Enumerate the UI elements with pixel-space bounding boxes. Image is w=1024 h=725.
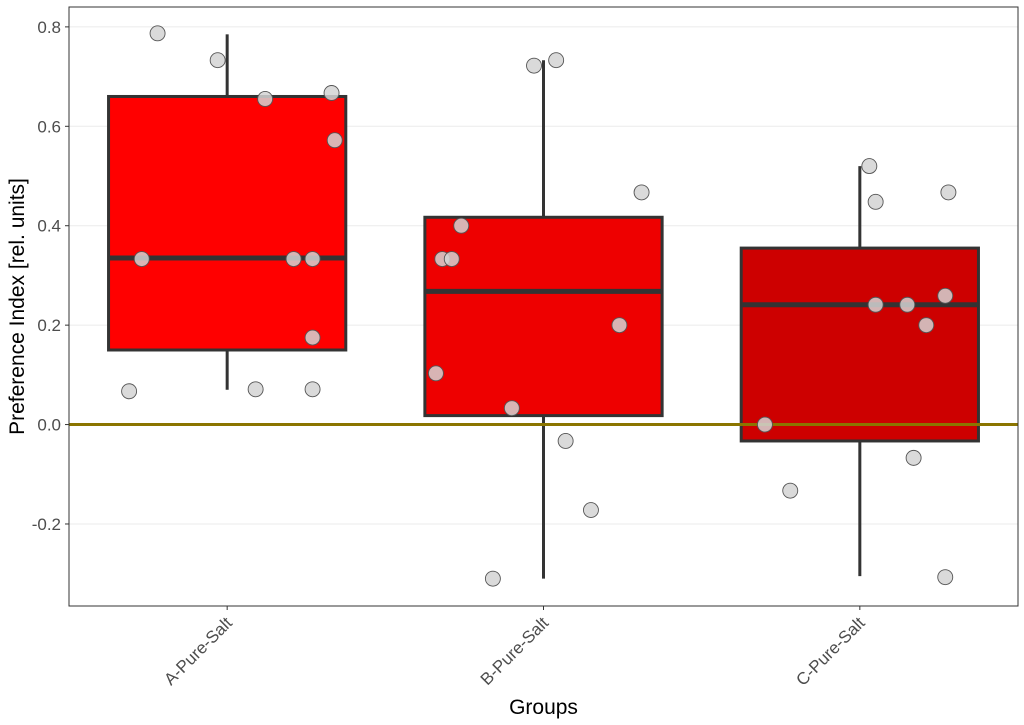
data-point bbox=[149, 25, 166, 42]
y-tick-label: 0.4 bbox=[37, 217, 61, 236]
data-point bbox=[257, 91, 274, 107]
data-point bbox=[867, 296, 884, 313]
data-point bbox=[756, 416, 773, 433]
data-point bbox=[940, 184, 957, 201]
x-tick-label: B-Pure-Salt bbox=[477, 613, 553, 689]
x-tick-label: C-Pure-Salt bbox=[792, 613, 868, 689]
data-point bbox=[899, 296, 916, 313]
data-point bbox=[861, 158, 878, 175]
data-point bbox=[285, 251, 302, 267]
data-point bbox=[503, 400, 520, 417]
data-point bbox=[209, 52, 226, 69]
data-point bbox=[611, 317, 628, 334]
data-point bbox=[484, 570, 501, 587]
y-tick-label: 0.8 bbox=[37, 18, 61, 37]
data-points bbox=[121, 25, 957, 587]
data-point bbox=[304, 381, 321, 398]
data-point bbox=[326, 132, 343, 149]
data-point bbox=[323, 85, 340, 101]
data-point bbox=[633, 184, 650, 201]
y-tick-label: -0.2 bbox=[32, 515, 61, 534]
data-point bbox=[526, 57, 542, 74]
boxplot-c-pure-salt bbox=[739, 166, 980, 577]
data-point bbox=[905, 449, 922, 466]
data-point bbox=[937, 569, 954, 586]
y-axis-title: Preference Index [rel. units] bbox=[6, 178, 29, 435]
box-iqr bbox=[739, 246, 980, 443]
x-axis-ticks: A-Pure-Salt B-Pure-Salt C-Pure-Salt bbox=[160, 606, 869, 690]
data-point bbox=[782, 482, 799, 499]
data-point bbox=[937, 287, 954, 304]
data-point bbox=[583, 502, 599, 519]
y-tick-label: 0.6 bbox=[37, 117, 61, 136]
data-point bbox=[304, 251, 321, 267]
y-axis-ticks: -0.2 0.0 0.2 0.4 0.6 0.8 bbox=[32, 18, 69, 534]
y-tick-label: 0.2 bbox=[37, 316, 61, 335]
data-point bbox=[548, 52, 565, 69]
data-point bbox=[247, 381, 264, 398]
data-point bbox=[121, 383, 138, 400]
data-point bbox=[443, 251, 460, 267]
data-point bbox=[557, 433, 574, 449]
data-point bbox=[427, 365, 444, 382]
y-tick-label: 0.0 bbox=[37, 416, 61, 435]
x-tick-label: A-Pure-Salt bbox=[160, 613, 236, 689]
data-point bbox=[133, 251, 150, 267]
box-iqr bbox=[423, 215, 664, 418]
data-point bbox=[304, 329, 321, 346]
data-point bbox=[453, 217, 470, 234]
data-point bbox=[867, 193, 884, 210]
x-axis-title: Groups bbox=[509, 696, 578, 719]
box-iqr bbox=[107, 94, 348, 352]
boxplot-b-pure-salt bbox=[423, 60, 664, 579]
boxplots bbox=[107, 34, 980, 579]
data-point bbox=[918, 317, 935, 334]
